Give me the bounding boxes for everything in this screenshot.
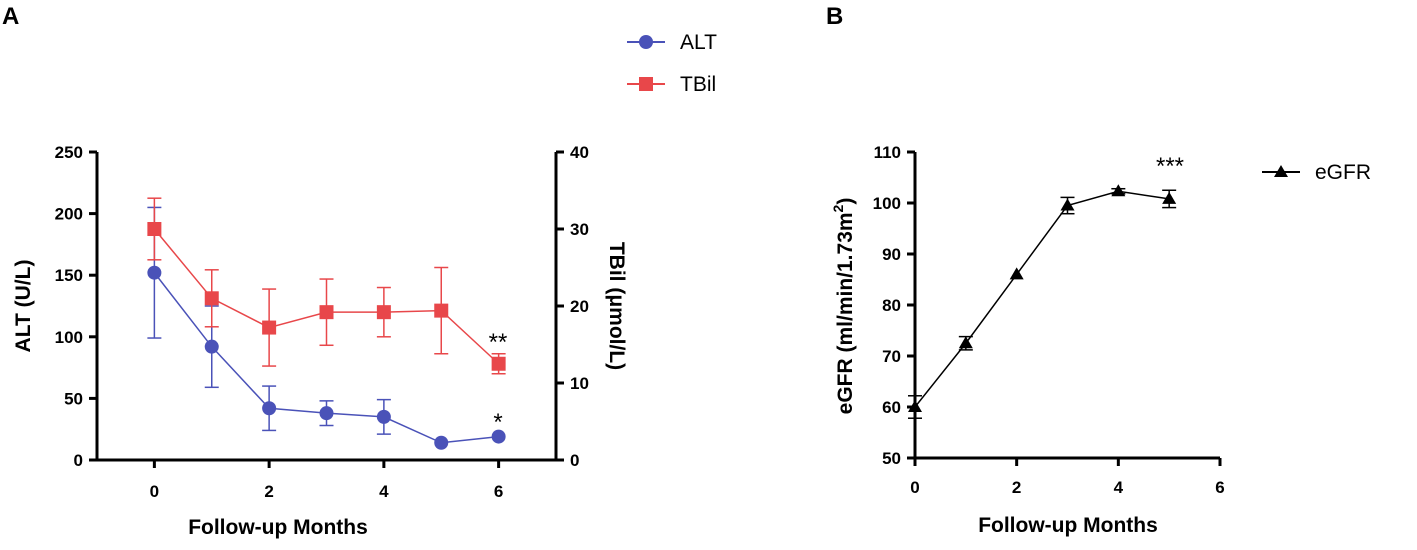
b-sig-egfr: *** — [1156, 153, 1184, 180]
b-y-tick-label: 70 — [882, 347, 901, 366]
b-y-axis-title-main: eGFR (ml/min/1.73m — [834, 212, 857, 414]
b-x-tick-label: 4 — [1114, 478, 1124, 497]
egfr-point — [1162, 191, 1177, 204]
egfr-point — [1111, 184, 1126, 197]
b-y-tick-label: 60 — [882, 398, 901, 417]
b-x-tick-label: 0 — [910, 478, 919, 497]
a-y-tick-label: 150 — [55, 266, 83, 285]
a-x-tick-label: 2 — [264, 482, 273, 501]
alt-point — [491, 429, 506, 444]
a-y-tick-label: 0 — [74, 451, 83, 470]
egfr-point — [958, 336, 973, 349]
egfr-point — [908, 400, 922, 412]
a-y2-tick-label: 20 — [570, 297, 589, 316]
tbil-point — [319, 305, 334, 320]
b-legend: eGFR — [1262, 161, 1371, 184]
tbil-point — [376, 305, 391, 320]
b-y-axis-title: eGFR (ml/min/1.73m2) — [830, 198, 857, 415]
a-sig-alt: * — [493, 409, 502, 436]
tbil-point — [147, 222, 162, 236]
b-y-axis-title-close: ) — [834, 198, 857, 205]
a-y-tick-label: 250 — [55, 143, 83, 162]
b-y-tick-label: 80 — [882, 296, 901, 315]
alt-point — [204, 339, 219, 354]
tbil-point — [262, 320, 277, 335]
a-x-tick-label: 0 — [150, 482, 159, 501]
a-y2-tick-label: 0 — [570, 451, 579, 470]
panel-a-chart: 0 2 4 6 0 50 100 150 200 250 0 10 20 30 40 ALT TBil Fo… — [12, 31, 717, 539]
b-y-tick-label: 90 — [882, 245, 901, 264]
a-x-tick-label: 6 — [494, 482, 503, 501]
alt-point — [147, 265, 162, 280]
alt-point — [319, 406, 334, 421]
legend-alt-label: ALT — [680, 31, 717, 54]
b-x-axis-title: Follow-up Months — [978, 514, 1158, 537]
legend-egfr-label: eGFR — [1315, 161, 1371, 184]
a-x-tick-label: 4 — [379, 482, 389, 501]
panel-b-chart: 0 2 4 6 50 60 70 80 90 100 110 eGFR Follow-up Mont… — [830, 143, 1371, 537]
b-y-axis-title-sup: 2 — [830, 204, 846, 212]
a-y2-tick-label: 30 — [570, 220, 589, 239]
legend-tbil-label: TBil — [680, 73, 716, 96]
a-y-axis-title: ALT (U/L) — [12, 260, 35, 353]
b-y-tick-label: 110 — [874, 143, 901, 162]
a-y2-tick-label: 10 — [570, 374, 589, 393]
a-legend: ALT TBil — [627, 31, 717, 96]
a-sig-tbil: ** — [489, 329, 508, 356]
a-x-axis-title: Follow-up Months — [188, 516, 368, 539]
legend-alt-marker — [639, 35, 653, 49]
a-y2-tick-label: 40 — [570, 143, 589, 162]
b-x-tick-label: 2 — [1012, 478, 1021, 497]
panel-label-b: B — [826, 3, 843, 30]
alt-point — [262, 401, 277, 416]
a-y-tick-label: 50 — [64, 389, 83, 408]
tbil-point — [434, 303, 449, 318]
a-y-tick-label: 100 — [55, 328, 83, 347]
series-egfr-line — [914, 190, 1170, 408]
b-x-tick-label: 6 — [1215, 478, 1224, 497]
legend-tbil-marker — [639, 77, 653, 91]
a-y2-axis-title: TBil (μmol/L) — [605, 242, 628, 370]
panel-label-a: A — [2, 3, 19, 30]
tbil-point — [204, 291, 219, 306]
a-y-tick-label: 200 — [55, 205, 83, 224]
b-y-tick-label: 100 — [873, 194, 901, 213]
legend-egfr-marker — [1274, 165, 1288, 177]
egfr-point — [1060, 198, 1075, 211]
alt-point — [376, 409, 391, 424]
egfr-point — [1009, 267, 1024, 280]
tbil-point — [491, 356, 506, 371]
alt-point — [434, 435, 449, 450]
b-y-tick-label: 50 — [882, 449, 901, 468]
